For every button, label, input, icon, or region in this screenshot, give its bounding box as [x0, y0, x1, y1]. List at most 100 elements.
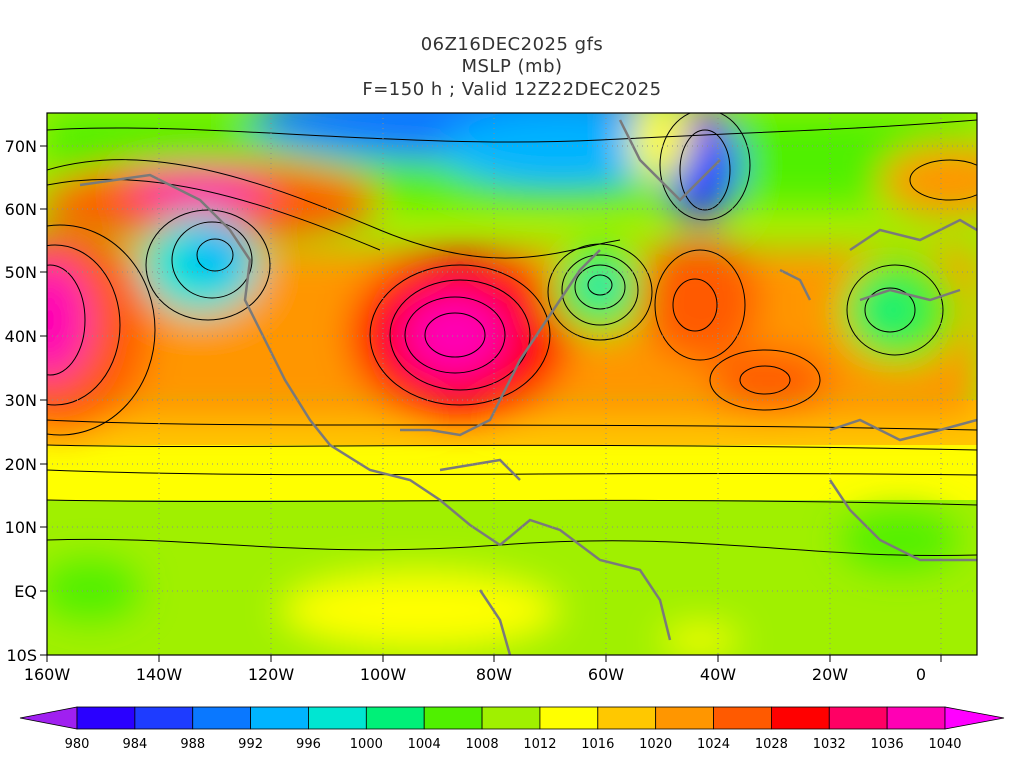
isobar	[561, 254, 639, 326]
lat-label: 40N	[5, 327, 37, 346]
lon-label: 140W	[136, 665, 183, 684]
colorbar-label: 1036	[871, 737, 904, 752]
title-variable: MSLP (mb)	[461, 56, 563, 77]
isobar	[47, 159, 621, 259]
isobar	[369, 264, 551, 406]
colorbar-label: 1028	[755, 737, 788, 752]
isobar	[587, 274, 613, 296]
isobar	[709, 349, 821, 411]
isobar	[574, 264, 626, 310]
colorbar-swatch	[597, 706, 657, 730]
lat-label: 60N	[5, 200, 37, 219]
colorbar-swatch	[192, 706, 252, 730]
colorbar-label: 1016	[581, 737, 614, 752]
lon-label: 160W	[24, 665, 71, 684]
isobar	[47, 469, 977, 476]
isobar	[47, 499, 977, 506]
plot-frame	[46, 112, 978, 656]
colorbar-swatch	[481, 706, 541, 730]
isobar	[47, 244, 121, 406]
colorbar-label: 1020	[639, 737, 672, 752]
colorbar-label: 980	[65, 737, 90, 752]
lon-label: 120W	[248, 665, 295, 684]
mediterranean-coast	[859, 288, 961, 302]
west-africa-coast	[828, 479, 977, 562]
caribbean-islands	[439, 458, 521, 481]
isobar	[404, 296, 506, 374]
pressure-field	[47, 113, 977, 655]
colorbar-swatch	[365, 706, 425, 730]
isobar	[389, 279, 531, 391]
colorbar-label: 996	[296, 737, 321, 752]
isobar	[47, 119, 977, 143]
isobar	[47, 419, 977, 431]
north-africa-coast	[829, 418, 977, 442]
lon-label: 80W	[476, 665, 512, 684]
lat-label: 10N	[5, 518, 37, 537]
isobar	[145, 209, 271, 321]
lon-label: 0	[916, 665, 926, 684]
graticule	[47, 113, 977, 655]
europe-coast	[849, 218, 977, 252]
colorbar: 980 984 988 992 996 1000 1004 1008 1012 1016 1020 1…	[19, 706, 1005, 752]
south-america-west-coast	[478, 589, 512, 655]
isobar	[196, 238, 234, 272]
lat-ticks	[40, 145, 47, 656]
isobar	[424, 312, 486, 358]
colorbar-swatch	[655, 706, 714, 730]
lon-label: 40W	[700, 665, 736, 684]
colorbar-swatch	[828, 706, 888, 730]
title-run: 06Z16DEC2025 gfs	[420, 34, 604, 55]
colorbar-label: 1008	[466, 737, 499, 752]
colorbar-label: 1012	[523, 737, 556, 752]
colorbar-swatch	[539, 706, 599, 730]
colorbar-swatch	[76, 706, 136, 730]
colorbar-label: 1024	[697, 737, 730, 752]
colorbar-swatch	[250, 706, 309, 730]
greenland-coast	[618, 119, 721, 202]
colorbar-label: 992	[238, 737, 263, 752]
lat-label: 70N	[5, 137, 37, 156]
colorbar-low-arrow	[19, 706, 78, 730]
colorbar-high-arrow	[944, 706, 1005, 730]
lon-label: 100W	[360, 665, 407, 684]
colorbar-label: 988	[180, 737, 205, 752]
isobar	[846, 264, 944, 356]
south-america-north-coast	[499, 518, 672, 641]
colorbar-label: 1000	[350, 737, 383, 752]
colorbar-swatch	[886, 706, 946, 730]
north-america-east-coast	[400, 249, 601, 437]
lat-label: 10S	[6, 646, 37, 665]
colorbar-label: 1004	[408, 737, 441, 752]
lat-label: 30N	[5, 391, 37, 410]
lat-label: 20N	[5, 455, 37, 474]
isobar	[47, 264, 86, 376]
isobar	[47, 178, 381, 251]
colorbar-swatch	[771, 706, 830, 730]
isobar	[864, 287, 916, 333]
colorbar-label: 1040	[928, 737, 961, 752]
isobar	[47, 224, 156, 436]
north-america-west-coast	[79, 173, 501, 547]
lon-label: 20W	[812, 665, 848, 684]
lon-ticks	[46, 655, 942, 662]
colorbar-swatch	[134, 706, 194, 730]
isobar	[659, 113, 751, 221]
isobar	[654, 249, 746, 361]
isobar	[171, 221, 253, 299]
british-isles	[779, 268, 812, 301]
colorbar-swatch	[713, 706, 772, 730]
title-forecast: F=150 h ; Valid 12Z22DEC2025	[362, 79, 662, 100]
colorbar-swatch	[423, 706, 483, 730]
lat-label: EQ	[14, 582, 37, 601]
lat-label: 50N	[5, 263, 37, 282]
colorbar-swatch	[308, 706, 367, 730]
isobar	[679, 129, 731, 211]
isobar	[739, 365, 791, 395]
lon-label: 60W	[588, 665, 624, 684]
isobar	[909, 159, 977, 201]
isobar	[47, 444, 977, 451]
colorbar-label: 984	[122, 737, 147, 752]
isobar	[672, 278, 718, 332]
